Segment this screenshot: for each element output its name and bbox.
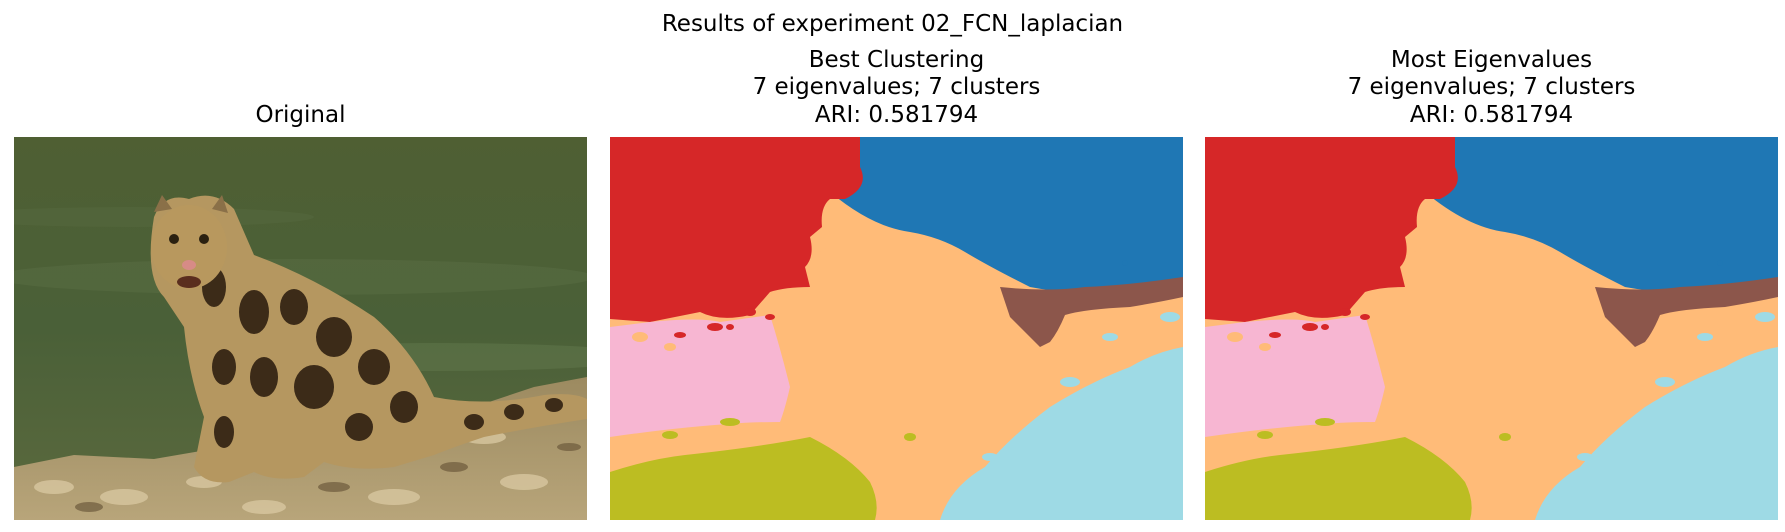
cluster-region-cyan (940, 347, 1183, 520)
cluster-region-cyan (1535, 347, 1778, 520)
panel-title-line-2: 7 eigenvalues; 7 clusters (1347, 74, 1636, 100)
panel-original: Original (14, 0, 587, 532)
cluster-speck-cyan (1102, 333, 1118, 341)
original-image (14, 137, 587, 520)
panel-title: Original (255, 102, 346, 128)
cluster-speck-red (765, 314, 775, 320)
cluster-speck-red (1269, 332, 1281, 338)
cluster-region-olive (610, 437, 877, 520)
cluster-speck-olive (720, 418, 740, 426)
panel-best-clustering: Best Clustering 7 eigenvalues; 7 cluster… (610, 0, 1183, 532)
cluster-speck-orange (664, 343, 676, 351)
cluster-speck-cyan (1060, 377, 1080, 387)
cluster-speck-blue (1122, 260, 1128, 266)
segmentation-map (1205, 137, 1778, 520)
panel-title-line-3: ARI: 0.581794 (814, 102, 979, 128)
cluster-region-red (610, 137, 863, 322)
panel-title-line-1: Best Clustering (808, 47, 985, 73)
cluster-speck-cyan (982, 453, 998, 461)
cluster-speck-red (707, 323, 723, 331)
cluster-speck-olive (1499, 433, 1511, 441)
cluster-speck-red (674, 332, 686, 338)
cluster-region-brown (1000, 277, 1183, 347)
cluster-speck-cyan (1577, 453, 1593, 461)
cluster-region-olive (1205, 437, 1472, 520)
cluster-speck-red (1360, 314, 1370, 320)
cluster-speck-cyan (1655, 377, 1675, 387)
panel-title-line-2: 7 eigenvalues; 7 clusters (752, 74, 1041, 100)
cluster-speck-olive (1257, 431, 1273, 439)
cluster-speck-cyan (1697, 333, 1713, 341)
cluster-speck-orange (1259, 343, 1271, 351)
cluster-speck-olive (662, 431, 678, 439)
figure-suptitle: Results of experiment 02_FCN_laplacian (661, 11, 1124, 37)
cluster-region-brown (1595, 277, 1778, 347)
cluster-speck-blue (1717, 260, 1723, 266)
cluster-speck-cyan (1160, 312, 1180, 322)
cluster-region-pink (610, 315, 790, 437)
cluster-speck-red (1302, 323, 1318, 331)
cluster-speck-orange (1227, 332, 1243, 342)
panel-title-line-3: ARI: 0.581794 (1409, 102, 1574, 128)
panel-most-eigenvalues: Most Eigenvalues 7 eigenvalues; 7 cluste… (1205, 0, 1778, 532)
cluster-speck-orange (814, 242, 826, 252)
cluster-speck-red (726, 324, 734, 330)
cluster-speck-olive (904, 433, 916, 441)
cluster-speck-cyan (1755, 312, 1775, 322)
segmentation-map (610, 137, 1183, 520)
cluster-speck-orange (1409, 242, 1421, 252)
cluster-speck-red (1339, 308, 1351, 316)
cluster-speck-red (1321, 324, 1329, 330)
cluster-region-blue (1425, 137, 1778, 291)
panel-title-line-1: Most Eigenvalues (1390, 47, 1593, 73)
cluster-speck-orange (632, 332, 648, 342)
cluster-speck-red (744, 308, 756, 316)
cluster-speck-olive (1315, 418, 1335, 426)
cluster-region-red (1205, 137, 1458, 322)
cluster-region-pink (1205, 315, 1385, 437)
cluster-region-blue (830, 137, 1183, 291)
